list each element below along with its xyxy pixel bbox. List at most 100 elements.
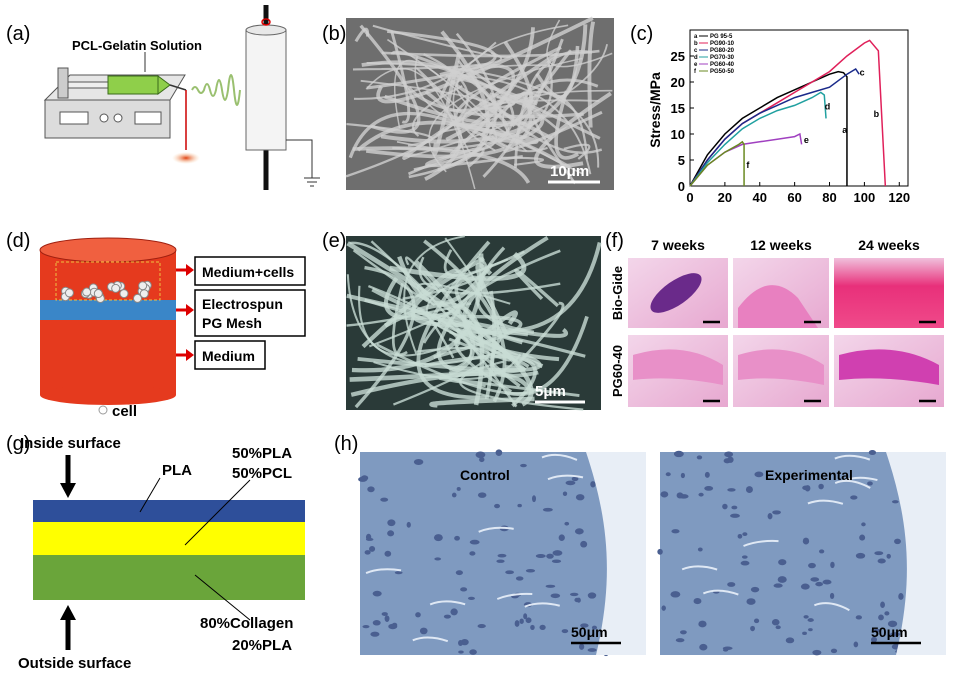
tissue-fold [839,349,939,385]
caption: Control [460,467,510,483]
layer-pla [33,500,305,522]
nucleus [777,576,787,583]
fiber [403,235,465,354]
nucleus [704,486,714,491]
plunger [67,81,109,89]
nucleus [456,486,461,491]
nucleus [890,632,900,637]
nucleus [517,503,522,508]
nucleus [887,620,898,628]
legend-label: PG60-40 [710,62,735,68]
nucleus [458,650,464,654]
cell [138,281,148,291]
panel-label: (e) [322,230,346,252]
line [689,91,827,187]
y-tick-label: 0 [678,179,685,194]
x-tick-label: 60 [787,190,801,205]
fiber [349,241,518,408]
stress-strain-chart: Stress/MPa 0 20 40 60 80 100 120 0 5 10 15 20 25 a a PG… [647,29,910,205]
plunger-block [57,67,69,99]
nucleus [800,583,810,590]
fiber [417,68,462,111]
nucleus [569,592,579,597]
panel-label: (a) [6,23,30,45]
nucleus [565,480,576,486]
curve-label: c [860,68,865,78]
nucleus [808,628,813,632]
row-header: PG60-40 [610,345,625,397]
nucleus [587,592,597,599]
nucleus [660,491,669,498]
meninges [886,452,946,655]
fiber [537,46,578,97]
nucleus [750,625,755,632]
fiber [453,25,568,155]
nucleus [552,550,563,556]
nucleus [867,481,873,486]
fiber [547,20,612,67]
box-label: Medium [202,348,255,364]
fiber [346,293,569,338]
nucleus [884,611,890,616]
nucleus [372,620,381,626]
nucleus [387,530,395,537]
nucleus [384,550,392,557]
nucleus [364,550,371,555]
cell [82,287,92,297]
tissue-images: Control 50μm Experimental 50μm [358,449,946,657]
fiber [536,93,611,166]
nucleus [775,625,781,630]
nucleus [367,486,375,493]
vessel [681,565,718,571]
nucleus [443,614,451,619]
nucleus [742,532,748,536]
fiber [438,32,488,170]
nucleus [665,472,671,477]
histology-image [834,258,944,328]
leader [184,479,251,546]
fiber [414,69,513,169]
box-label: PG Mesh [202,315,262,331]
nucleus [369,545,376,552]
fiber [414,260,476,376]
nucleus [853,641,859,648]
column-header: 12 weeks [750,237,812,253]
nucleus [753,618,760,624]
nucleus [496,559,505,563]
histology-grid: 7 weeks 12 weeks 24 weeks Bio-Gide PG60-40 [610,237,944,407]
fiber-jet [191,74,241,106]
fiber [395,61,441,129]
scale-label: 50μm [571,624,608,640]
box [194,340,266,370]
vessel [834,479,871,489]
nucleus [497,553,507,558]
collector-top [245,24,287,36]
fiber [589,22,593,128]
x-tick-label: 20 [718,190,732,205]
nucleus [391,622,398,628]
arrow-head [186,264,194,276]
well-base [40,385,176,405]
nucleus [530,624,535,630]
nucleus [574,528,584,535]
vessel [429,600,466,606]
column-header: 24 weeks [858,237,920,253]
vessel [702,589,739,596]
nucleus [724,451,734,458]
cell [133,293,143,303]
arrow-head [186,349,194,361]
nucleus [362,625,370,629]
nucleus [381,612,388,616]
nucleus [434,557,442,561]
nucleus [698,620,707,628]
x-tick-label: 0 [686,190,693,205]
nucleus [365,537,374,541]
fiber [429,396,535,408]
nucleus [697,547,703,552]
fiber [346,241,534,407]
fiber [564,145,589,159]
nucleus [680,472,685,479]
nucleus [807,618,814,622]
nucleus [872,628,881,633]
nucleus [675,638,685,643]
